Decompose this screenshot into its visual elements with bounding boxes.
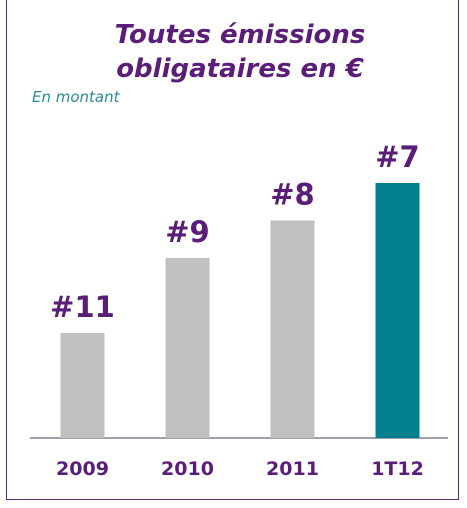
x-tick-label: 2010 — [161, 458, 214, 480]
x-tick-label: 1T12 — [371, 458, 424, 480]
value-label: #9 — [165, 215, 209, 249]
chart-subtitle: En montant — [32, 88, 120, 106]
bar — [60, 333, 105, 438]
bar — [165, 258, 210, 438]
x-tick-label: 2011 — [266, 458, 319, 480]
bar — [270, 220, 315, 438]
value-label: #11 — [50, 290, 115, 324]
chart-title: Toutes émissions obligataires en € — [114, 20, 366, 84]
value-label: #8 — [270, 178, 314, 212]
bar — [375, 183, 420, 438]
value-label: #7 — [375, 140, 419, 174]
x-tick-label: 2009 — [56, 458, 109, 480]
frame — [6, 0, 459, 500]
